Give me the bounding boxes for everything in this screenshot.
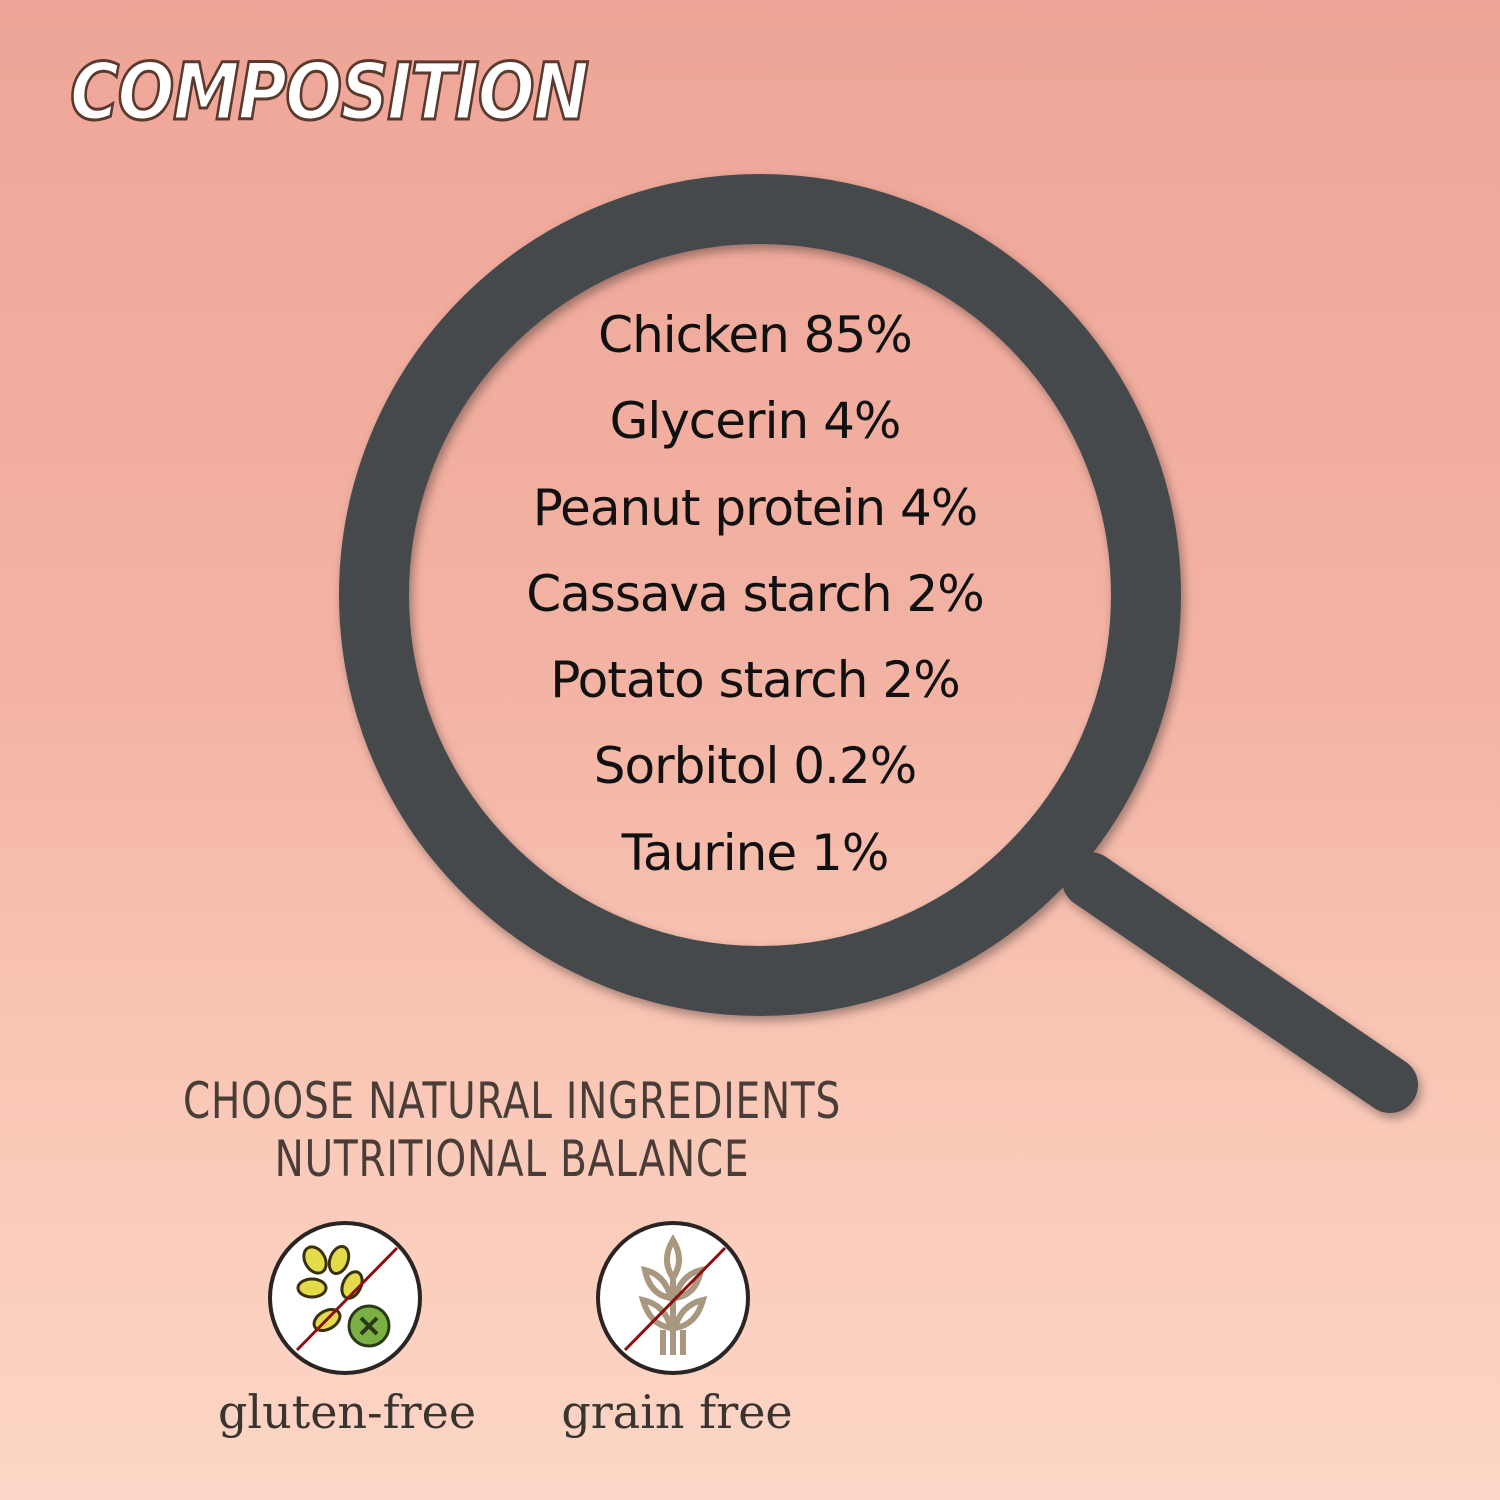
ingredient-item: Glycerin 4% [609,392,902,451]
ingredient-list: Chicken 85% Glycerin 4% Peanut protein 4… [455,300,1055,904]
tagline-line2: NUTRITIONAL BALANCE [274,1130,750,1188]
badge-label-gluten-free: gluten-free [217,1385,477,1439]
no-grain-icon [596,1221,750,1375]
ingredient-item: Peanut protein 4% [532,478,979,537]
ingredient-item: Potato starch 2% [550,651,960,710]
page-title: COMPOSITION [69,47,591,140]
tagline-line1: CHOOSE NATURAL INGREDIENTS [182,1072,842,1130]
ingredient-item: Cassava starch 2% [526,564,985,623]
ingredient-item: Chicken 85% [598,306,913,364]
ingredient-item: Sorbitol 0.2% [593,737,918,796]
no-gluten-icon [268,1221,422,1375]
badge-label-grain-free: grain free [561,1385,793,1439]
ingredient-item: Taurine 1% [621,823,890,882]
